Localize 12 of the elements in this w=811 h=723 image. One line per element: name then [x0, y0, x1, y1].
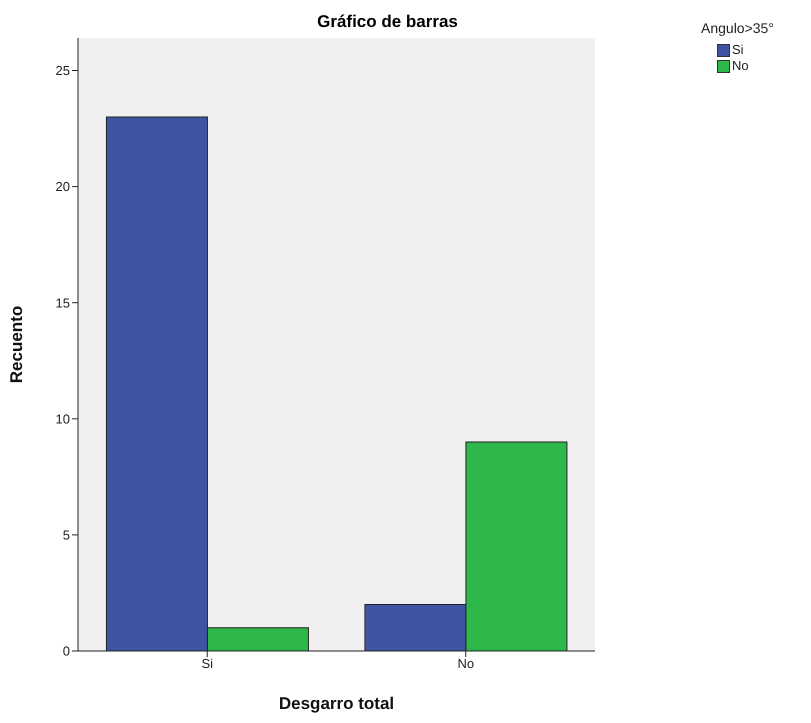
x-axis-title: Desgarro total — [278, 694, 394, 713]
y-tick-label: 5 — [62, 528, 70, 543]
y-axis-title: Recuento — [7, 306, 26, 384]
y-tick-label: 25 — [56, 63, 70, 78]
legend-label: Si — [731, 42, 745, 58]
y-tick-label: 10 — [56, 411, 70, 426]
legend-label: No — [731, 58, 750, 74]
y-tick-label: 20 — [56, 179, 70, 194]
legend-title: Angulo>35° — [701, 20, 775, 36]
chart-title: Gráfico de barras — [316, 12, 459, 32]
y-tick-label: 0 — [62, 644, 70, 659]
y-tick-label: 15 — [56, 295, 70, 310]
